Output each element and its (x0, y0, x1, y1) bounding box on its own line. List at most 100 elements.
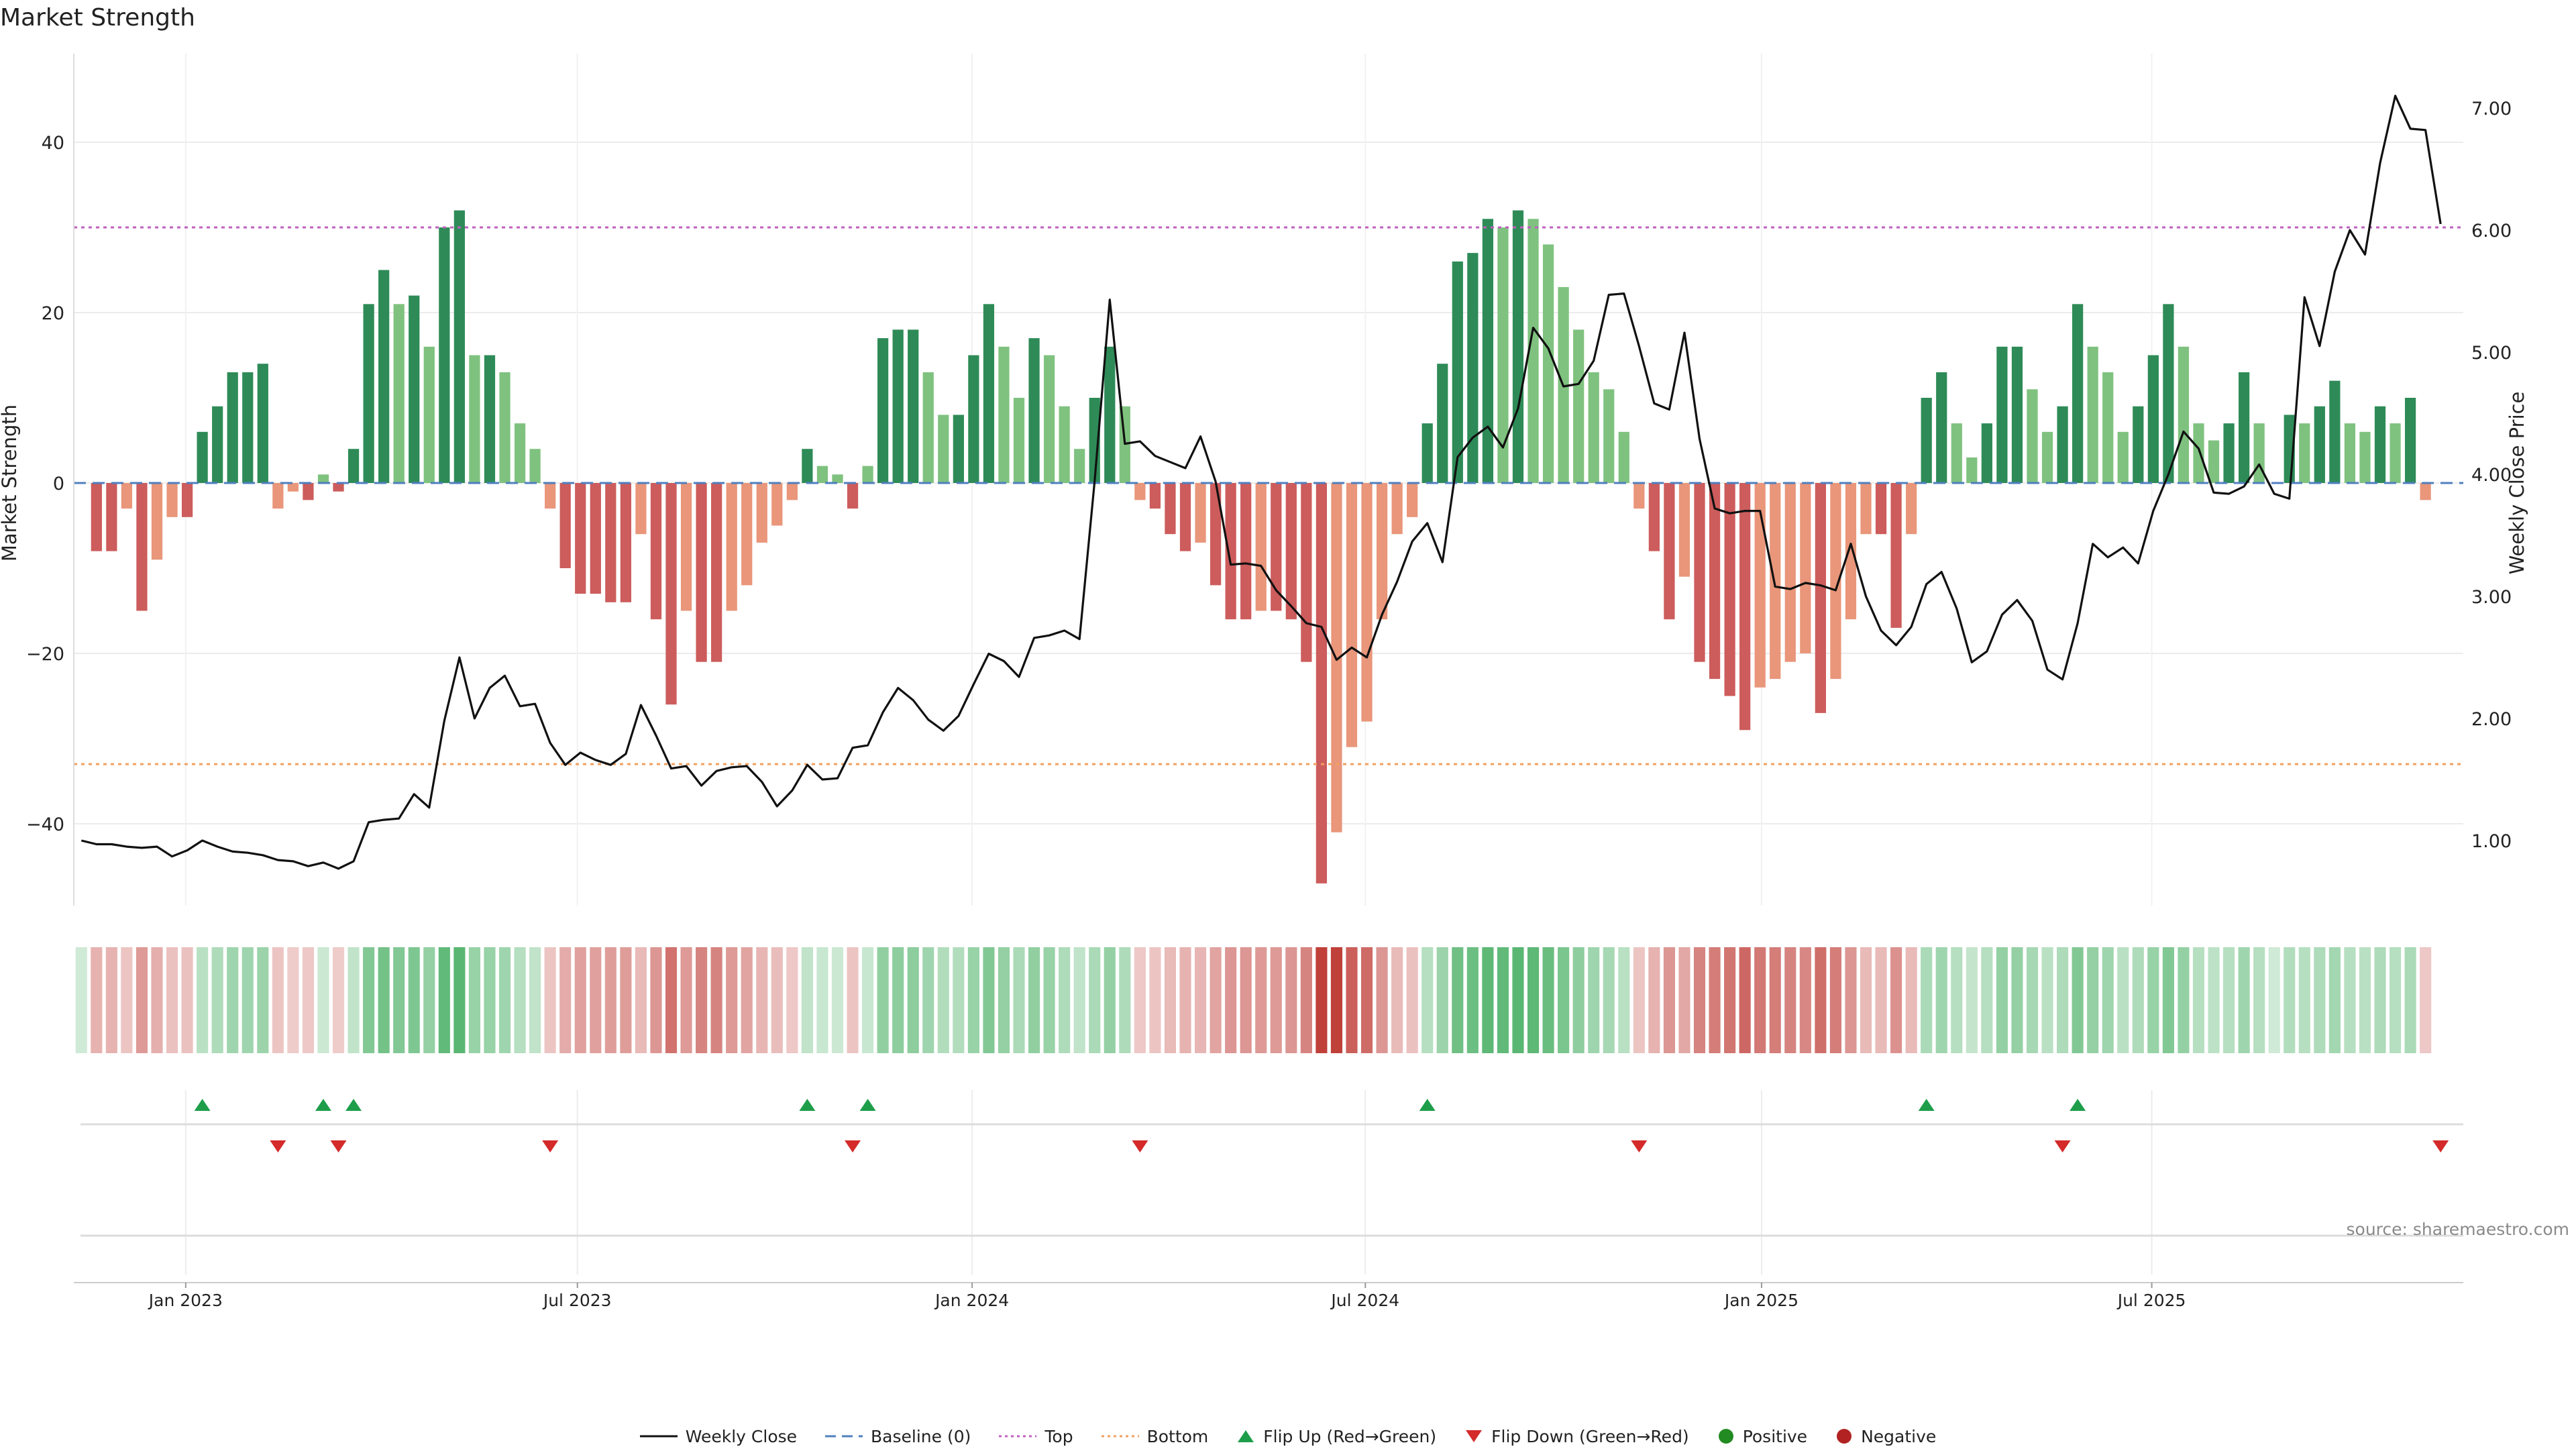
strength-bar (439, 227, 450, 483)
strength-bar (1573, 329, 1585, 483)
heat-cell (1104, 947, 1116, 1053)
heat-cell (1073, 947, 1085, 1053)
heat-cell (2072, 947, 2084, 1053)
heat-cell (1966, 947, 1978, 1053)
heat-cell (953, 947, 965, 1053)
green-dot-icon (1718, 1429, 1733, 1444)
heat-cell (498, 947, 511, 1053)
strength-bar (1678, 483, 1690, 577)
heat-cell (2026, 947, 2039, 1053)
grid-layer (74, 54, 2463, 1275)
heat-cell (529, 947, 541, 1053)
strength-bar (1271, 483, 1282, 611)
strength-bar (1542, 244, 1554, 483)
heat-cell (574, 947, 586, 1053)
strength-bar (1966, 457, 1978, 483)
heat-cell (1346, 947, 1358, 1053)
strength-bar (802, 449, 813, 483)
strength-bar (968, 355, 979, 483)
strength-bar (303, 483, 314, 500)
heat-cell (1406, 947, 1418, 1053)
heat-cell (1059, 947, 1071, 1053)
strength-bar (892, 329, 904, 483)
price-line-layer (80, 95, 2442, 870)
bottom-dotted-line-icon (1101, 1435, 1139, 1438)
heat-cell (650, 947, 662, 1053)
heat-cell (91, 947, 103, 1053)
heat-cell (2314, 947, 2326, 1053)
heat-cell (696, 947, 708, 1053)
strength-bar (1134, 483, 1146, 500)
heat-cell (166, 947, 178, 1053)
x-tick-label: Jan 2025 (1723, 1291, 1799, 1310)
heat-cell (105, 947, 117, 1053)
strength-bar (832, 474, 843, 483)
heat-cell (2132, 947, 2144, 1053)
heat-cell (75, 947, 87, 1053)
y2-axis-label: Weekly Close Price (2506, 392, 2528, 575)
strength-bar (877, 338, 889, 483)
y2-tick-label: 4.00 (2471, 465, 2512, 486)
legend-weekly-close-label: Weekly Close (685, 1426, 798, 1446)
heat-cell (1225, 947, 1237, 1053)
heat-cell (1028, 947, 1040, 1053)
strength-bar (1391, 483, 1403, 535)
heat-cell (1815, 947, 1827, 1053)
heat-cell (1648, 947, 1660, 1053)
heat-cell (211, 947, 223, 1053)
strength-bar (1195, 483, 1206, 543)
heat-cell (1376, 947, 1388, 1053)
strength-bar (938, 415, 949, 483)
heat-cell (877, 947, 889, 1053)
strength-bar (1482, 219, 1494, 483)
strength-bar (1875, 483, 1887, 535)
heat-cell (2162, 947, 2174, 1053)
strength-bar (1921, 398, 1932, 483)
strength-bar (1346, 483, 1358, 747)
heat-cell (710, 947, 722, 1053)
strength-bar (409, 295, 420, 483)
strength-bar (91, 483, 102, 551)
legend-flip-down-label: Flip Down (Green→Red) (1491, 1426, 1689, 1446)
heat-cell (1452, 947, 1464, 1053)
flip-up-marker (194, 1099, 211, 1111)
flip-down-marker (1631, 1140, 1648, 1152)
strength-bar (1633, 483, 1645, 509)
strength-bar (2314, 406, 2325, 483)
heat-cell (1512, 947, 1524, 1053)
heat-cell (2389, 947, 2402, 1053)
heat-cell (1179, 947, 1191, 1053)
strength-bars (91, 210, 2431, 883)
strength-bar (529, 449, 541, 483)
strength-bar (1815, 483, 1826, 713)
heat-cell (2087, 947, 2099, 1053)
heat-cell (484, 947, 496, 1053)
strength-bar (2011, 346, 2023, 483)
strength-bar (136, 483, 148, 611)
strength-bar (1104, 346, 1116, 483)
strength-bar (953, 415, 964, 483)
strength-bar (847, 483, 859, 509)
strength-bar (1255, 483, 1267, 611)
strength-bar (1648, 483, 1660, 551)
heat-cell (2222, 947, 2235, 1053)
heat-cell (967, 947, 979, 1053)
strength-bar (1860, 483, 1872, 535)
heat-cell (378, 947, 390, 1053)
flip-down-marker (542, 1140, 559, 1152)
strength-bar (1149, 483, 1161, 509)
strength-bar (287, 483, 299, 492)
heat-cell (1633, 947, 1645, 1053)
heat-cell (1784, 947, 1796, 1053)
strength-bar (1800, 483, 1811, 653)
strength-bar (650, 483, 662, 620)
x-tick-label: Jan 2024 (934, 1291, 1009, 1310)
strength-bar (1225, 483, 1236, 620)
flip-up-marker (799, 1099, 816, 1111)
strength-bar (242, 372, 254, 483)
heat-cell (1558, 947, 1570, 1053)
heat-cell (1436, 947, 1448, 1053)
heat-cell (514, 947, 526, 1053)
heat-cell (1724, 947, 1736, 1053)
strength-bar (1694, 483, 1705, 662)
